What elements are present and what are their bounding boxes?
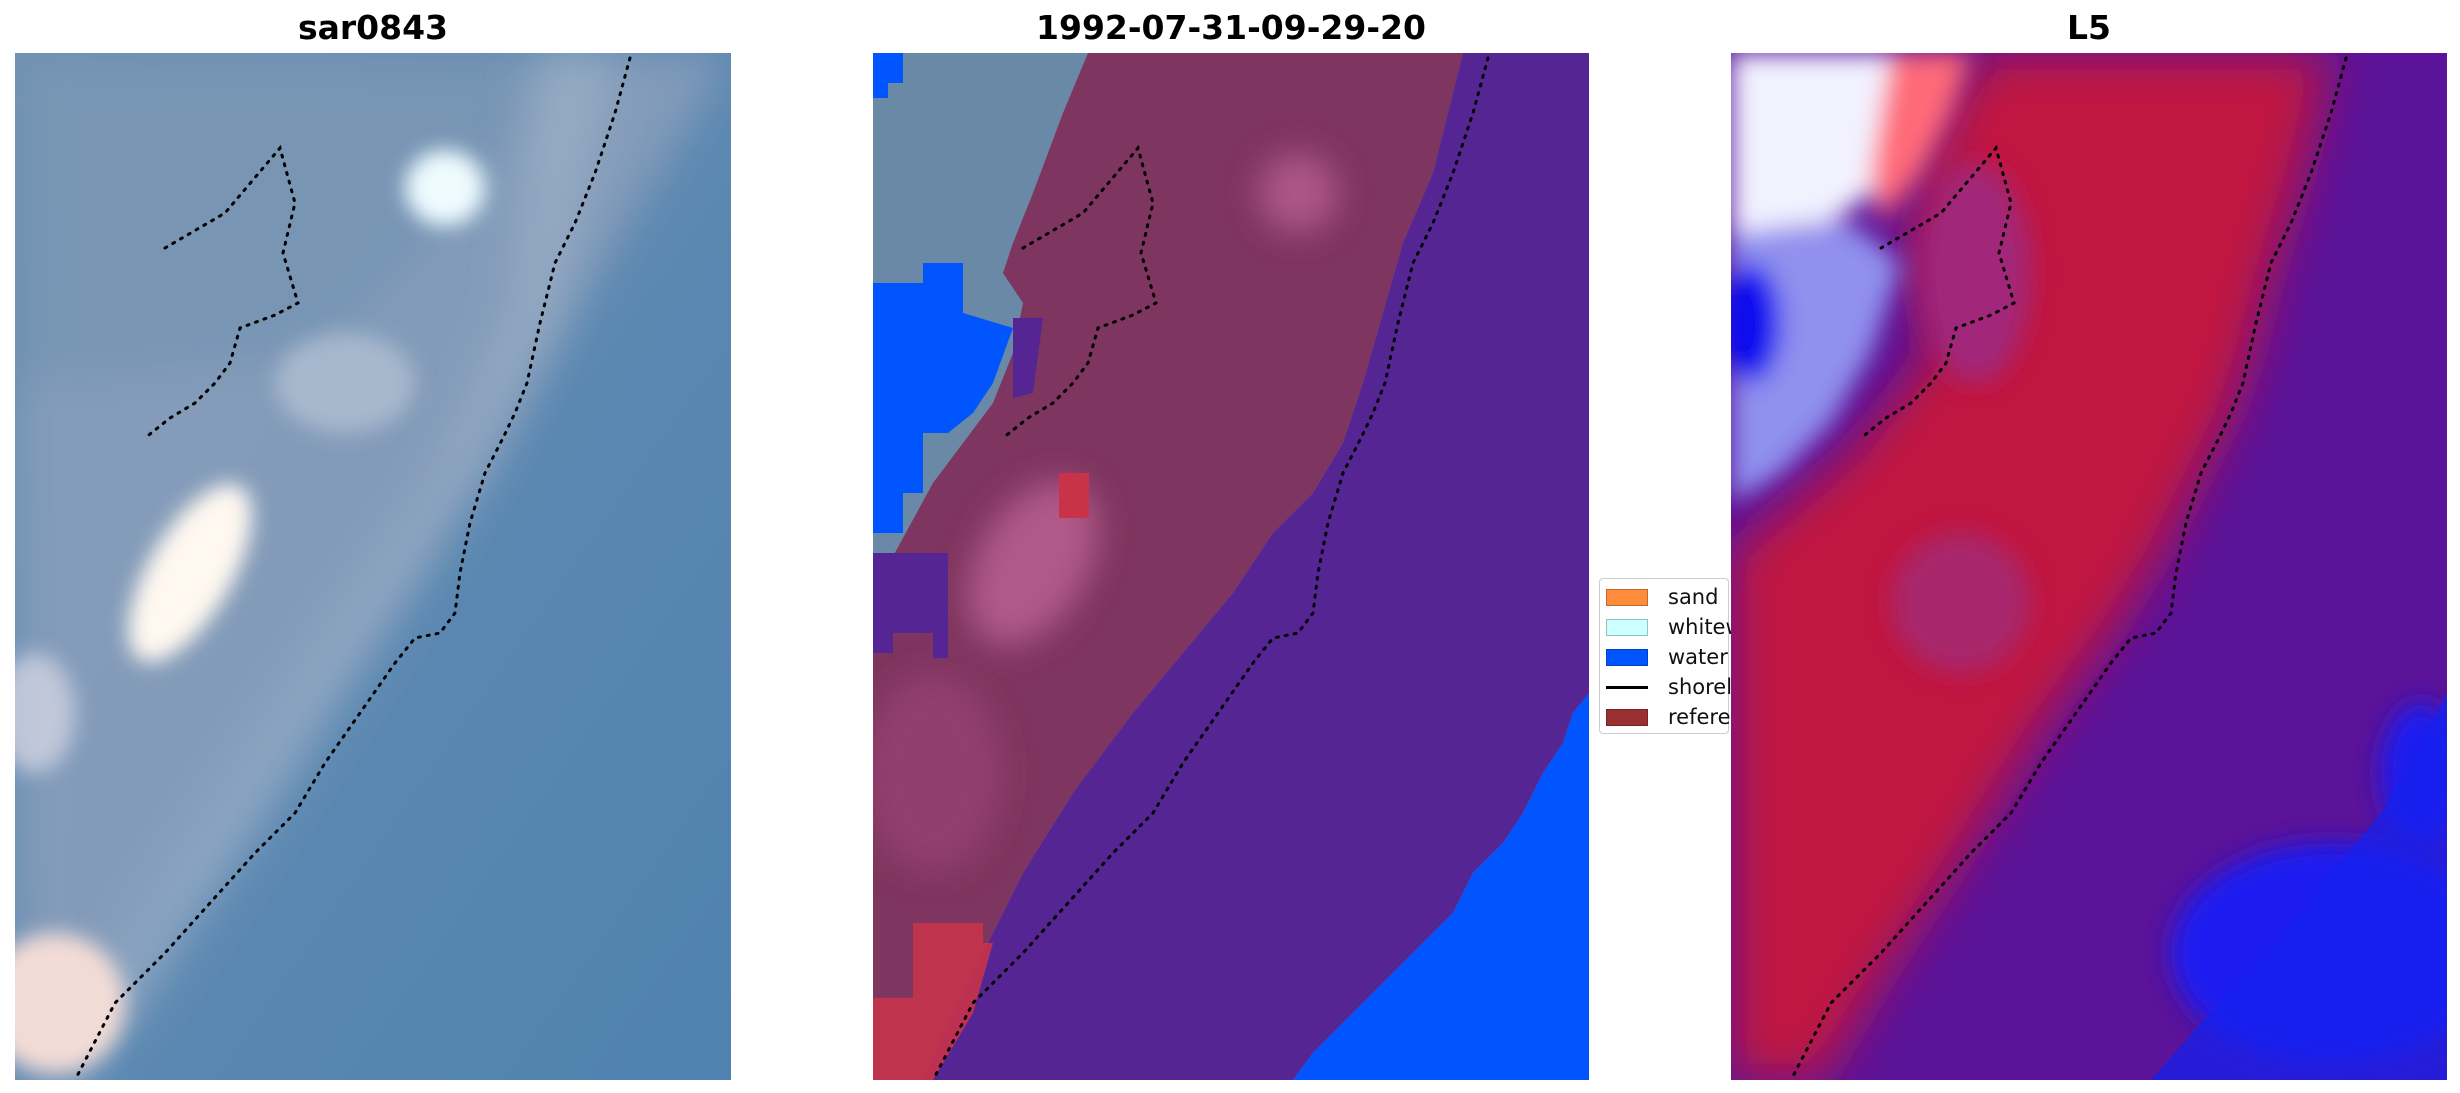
whitewater-swatch-icon: [1606, 619, 1648, 636]
index-image-panel: [1731, 53, 2447, 1080]
panel-title-rgb: sar0843: [297, 8, 449, 47]
shoreline-line-icon: [1606, 686, 1648, 689]
classified-image-panel: [873, 53, 1589, 1080]
sand-swatch-icon: [1606, 589, 1648, 606]
panel-title-index: L5: [2067, 8, 2111, 47]
water-swatch-icon: [1606, 649, 1648, 666]
panel-title-classified: 1992-07-31-09-29-20: [1036, 8, 1426, 47]
index-image: [1731, 53, 2447, 1080]
shoreline-dotted: [73, 56, 632, 1080]
rgb-image-panel: [15, 53, 731, 1080]
rgb-image: [15, 53, 731, 1080]
reference-swatch-icon: [1606, 709, 1648, 726]
classified-image: [873, 53, 1589, 1080]
legend: sand whitewater water shoreline referenc…: [1599, 578, 1940, 734]
